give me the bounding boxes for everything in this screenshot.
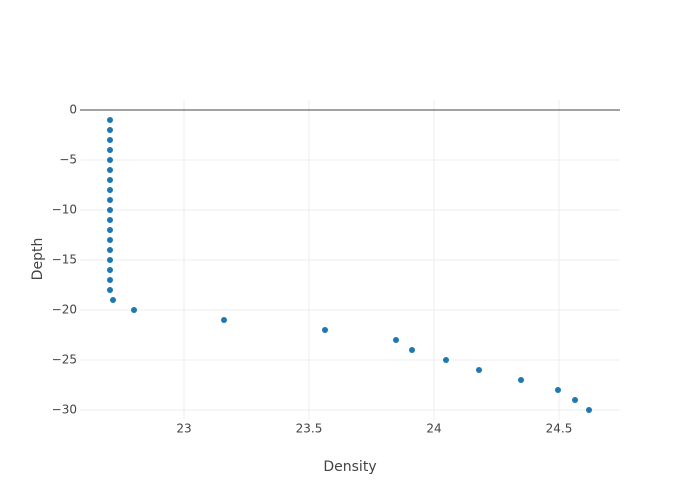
point <box>107 167 113 173</box>
y-tick-label: 0 <box>69 103 77 117</box>
point <box>107 157 113 163</box>
y-tick-label: −5 <box>59 153 77 167</box>
point <box>107 257 113 263</box>
point <box>107 217 113 223</box>
x-tick-label: 24 <box>426 422 441 436</box>
point <box>443 357 449 363</box>
y-tick-label: −30 <box>52 403 77 417</box>
y-tick-label: −10 <box>52 203 77 217</box>
point <box>409 347 415 353</box>
point <box>586 407 592 413</box>
y-tick-label: −25 <box>52 353 77 367</box>
point <box>107 147 113 153</box>
point <box>107 137 113 143</box>
point <box>393 337 399 343</box>
x-tick-label: 23 <box>176 422 191 436</box>
y-tick-label: −20 <box>52 303 77 317</box>
point <box>322 327 328 333</box>
point <box>221 317 227 323</box>
y-tick-label: −15 <box>52 253 77 267</box>
point <box>107 197 113 203</box>
point <box>107 267 113 273</box>
point <box>110 297 116 303</box>
point <box>555 387 561 393</box>
point <box>107 177 113 183</box>
point <box>107 187 113 193</box>
point <box>107 117 113 123</box>
y-axis-title: Depth <box>30 238 46 281</box>
x-tick-label: 24.5 <box>546 422 573 436</box>
point <box>476 367 482 373</box>
point <box>107 207 113 213</box>
point <box>107 227 113 233</box>
point <box>518 377 524 383</box>
x-axis-title: Density <box>323 459 376 475</box>
point <box>107 237 113 243</box>
point <box>572 397 578 403</box>
point <box>131 307 137 313</box>
point <box>107 247 113 253</box>
point <box>107 277 113 283</box>
point <box>107 127 113 133</box>
x-tick-label: 23.5 <box>296 422 323 436</box>
point <box>107 287 113 293</box>
